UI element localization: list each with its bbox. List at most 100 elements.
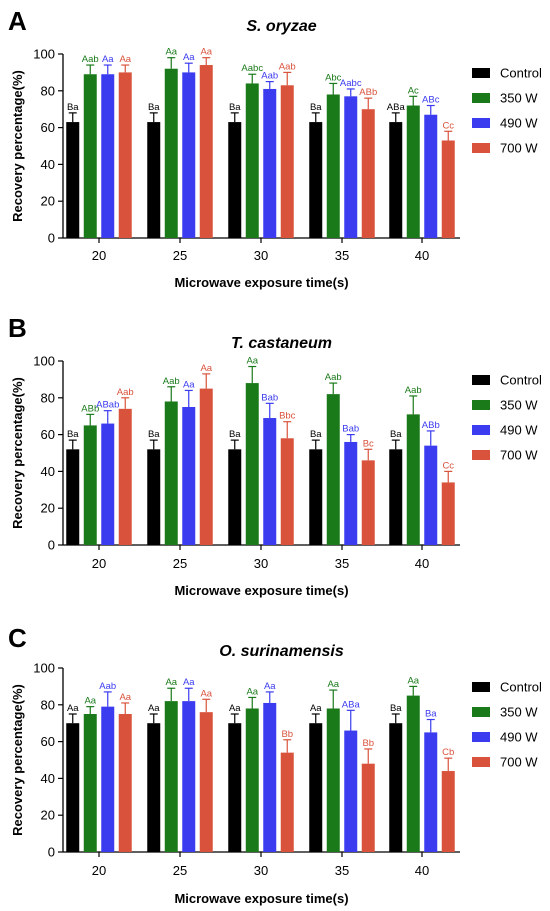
data-label: Cc xyxy=(442,120,454,131)
data-label: Ba xyxy=(310,102,322,113)
data-label: Ba xyxy=(67,102,79,113)
data-label: Aab xyxy=(99,681,116,692)
bar xyxy=(83,714,97,852)
y-tick-label: 40 xyxy=(41,771,55,786)
bar xyxy=(406,695,420,852)
bar xyxy=(66,723,80,852)
y-tick-label: 20 xyxy=(41,194,55,209)
data-label: Aa xyxy=(119,54,131,65)
data-label: Aa xyxy=(200,688,212,699)
data-label: Aa xyxy=(264,681,276,692)
bar xyxy=(389,449,403,545)
x-tick-label: 35 xyxy=(335,248,349,263)
bar xyxy=(309,122,323,238)
data-label: Aab xyxy=(325,372,342,383)
bar xyxy=(83,425,97,545)
data-label: Aa xyxy=(165,47,177,58)
bar xyxy=(344,730,358,852)
data-label: Bab xyxy=(261,392,278,403)
legend-swatch xyxy=(472,93,490,103)
bar xyxy=(228,449,242,545)
bar xyxy=(361,763,375,852)
bar xyxy=(245,83,259,238)
bar xyxy=(441,771,455,852)
data-label: Aa xyxy=(183,52,195,63)
legend-swatch xyxy=(472,682,490,692)
x-tick-label: 25 xyxy=(173,863,187,878)
data-label: Aa xyxy=(84,696,96,707)
y-tick-label: 40 xyxy=(41,464,55,479)
data-label: Aa xyxy=(119,692,131,703)
data-label: Ba xyxy=(390,429,402,440)
chart-panel-b: B T. castaneum 0 20 40 60 80 100 Recovery percen… xyxy=(8,313,542,598)
legend-label: 350 W xyxy=(500,398,538,413)
legend-swatch xyxy=(472,732,490,742)
bar xyxy=(424,445,438,545)
y-tick-label: 0 xyxy=(48,845,55,860)
y-tick-label: 0 xyxy=(48,231,55,246)
data-label: Ba xyxy=(390,703,402,714)
bar xyxy=(326,394,340,545)
data-label: Aa xyxy=(407,675,419,686)
bar xyxy=(280,438,294,545)
bar xyxy=(245,383,259,545)
bar xyxy=(309,723,323,852)
x-axis-label: Microwave exposure time(s) xyxy=(174,891,348,906)
x-axis-label: Microwave exposure time(s) xyxy=(174,583,348,598)
bar xyxy=(361,109,375,238)
x-tick-label: 30 xyxy=(254,863,268,878)
bar xyxy=(66,449,80,545)
data-label: Ba xyxy=(67,429,79,440)
bar xyxy=(228,723,242,852)
legend-swatch xyxy=(472,425,490,435)
bar xyxy=(245,708,259,852)
bar xyxy=(101,706,115,852)
data-label: Aa xyxy=(246,686,258,697)
chart-panel-c: C O. surinamensis 0 20 40 60 80 100 Recovery per… xyxy=(8,623,542,906)
bar xyxy=(118,72,132,239)
data-label: Aab xyxy=(82,54,99,65)
legend-label: 350 W xyxy=(500,705,538,720)
data-label: Aabc xyxy=(241,63,263,74)
data-label: Aa xyxy=(246,356,258,367)
data-label: Aa xyxy=(200,47,212,58)
data-label: Aa xyxy=(183,379,195,390)
chart-title: T. castaneum xyxy=(231,335,332,352)
legend-label: 490 W xyxy=(500,730,538,745)
data-label: Aa xyxy=(183,677,195,688)
data-label: Aabc xyxy=(340,78,362,89)
data-label: Abc xyxy=(325,72,342,83)
data-label: ABa xyxy=(387,102,406,113)
legend-label: 700 W xyxy=(500,141,538,156)
x-axis-label: Microwave exposure time(s) xyxy=(174,275,348,290)
bar xyxy=(101,423,115,545)
data-label: ABb xyxy=(81,403,99,414)
y-tick-label: 20 xyxy=(41,501,55,516)
data-label: Aa xyxy=(200,363,212,374)
legend-swatch xyxy=(472,375,490,385)
y-tick-label: 0 xyxy=(48,538,55,553)
bar xyxy=(406,414,420,545)
data-label: Ba xyxy=(229,429,241,440)
bar xyxy=(164,701,178,852)
legend-swatch xyxy=(472,450,490,460)
data-label: Aa xyxy=(165,677,177,688)
data-label: Ac xyxy=(408,85,419,96)
y-tick-label: 80 xyxy=(41,390,55,405)
bar xyxy=(424,732,438,852)
legend-swatch xyxy=(472,118,490,128)
y-axis-label: Recovery percentage(%) xyxy=(10,377,25,529)
bar xyxy=(83,74,97,239)
data-label: Aa xyxy=(310,703,322,714)
x-tick-label: 35 xyxy=(335,556,349,571)
data-label: Aab xyxy=(279,61,296,72)
data-label: Bc xyxy=(363,438,374,449)
legend-label: 490 W xyxy=(500,423,538,438)
legend-swatch xyxy=(472,707,490,717)
data-label: Aab xyxy=(163,376,180,387)
bar xyxy=(344,441,358,545)
data-label: Ba xyxy=(425,709,437,720)
x-tick-label: 20 xyxy=(92,863,106,878)
data-label: Aab xyxy=(261,71,278,82)
